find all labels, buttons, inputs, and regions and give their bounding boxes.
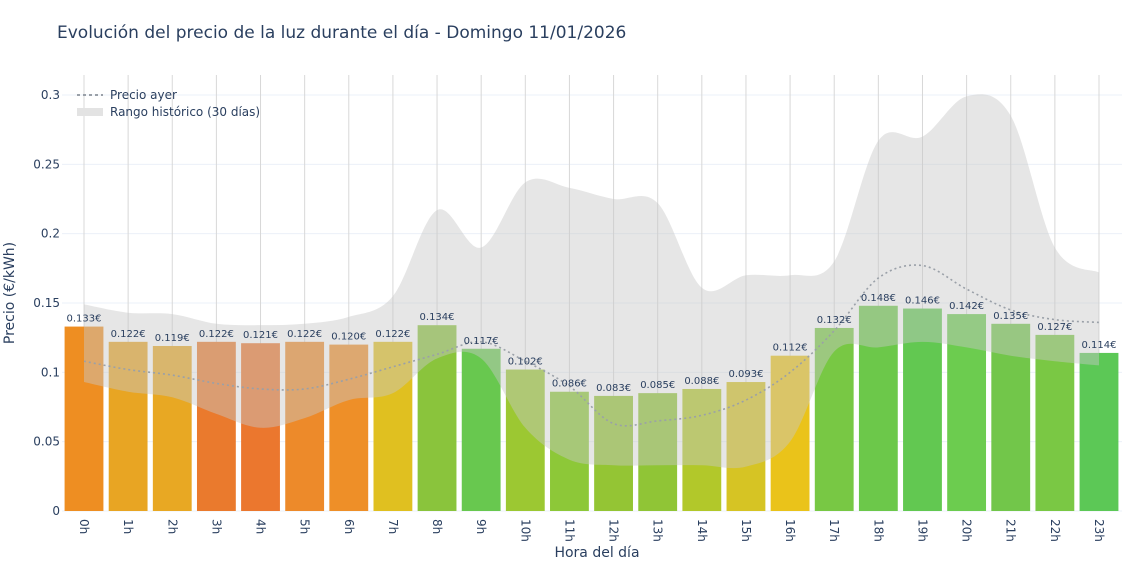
- bar-data-label: 0.119€: [155, 333, 190, 344]
- y-tick-label: 0.1: [41, 365, 60, 379]
- price-bar: [947, 314, 987, 511]
- price-bar: [64, 326, 104, 511]
- y-tick-label: 0.2: [41, 227, 60, 241]
- y-tick-label: 0.05: [33, 435, 60, 449]
- bar-data-label: 0.122€: [199, 329, 234, 340]
- x-tick-label: 7h: [386, 519, 400, 534]
- bar-data-label: 0.121€: [243, 330, 278, 341]
- bar-data-label: 0.142€: [949, 301, 984, 312]
- price-bar: [241, 343, 280, 511]
- y-tick-label: 0.3: [41, 88, 60, 102]
- price-bar: [638, 393, 678, 511]
- price-bar: [417, 325, 457, 511]
- price-bar: [108, 341, 148, 511]
- price-bar: [505, 369, 545, 511]
- bar-data-label: 0.134€: [420, 312, 455, 323]
- price-bar: [461, 348, 501, 511]
- bar-data-label: 0.085€: [640, 380, 675, 391]
- x-tick-label: 9h: [474, 519, 488, 534]
- yesterday-price-line: [83, 264, 1100, 427]
- bar-data-label: 0.120€: [331, 332, 366, 343]
- y-tick-label: 0.25: [33, 157, 60, 171]
- price-bar: [903, 308, 942, 511]
- price-bar: [329, 344, 369, 511]
- price-bar: [814, 327, 854, 511]
- chart-title: Evolución del precio de la luz durante e…: [57, 23, 626, 43]
- bar-data-label: 0.088€: [684, 376, 719, 387]
- y-tick-label: 0: [52, 504, 60, 518]
- price-bar: [594, 395, 633, 511]
- bar-data-label: 0.083€: [596, 383, 631, 394]
- y-tick-label: 0.15: [33, 296, 60, 310]
- bar-data-label: 0.122€: [287, 329, 322, 340]
- x-tick-label: 5h: [298, 519, 312, 534]
- x-tick-label: 3h: [209, 519, 223, 534]
- price-bar: [682, 388, 722, 511]
- x-tick-label: 16h: [783, 519, 797, 542]
- bar-data-label: 0.127€: [1037, 322, 1072, 333]
- x-tick-label: 15h: [739, 519, 753, 542]
- x-tick-label: 1h: [121, 519, 135, 534]
- legend-band-swatch: [77, 108, 103, 116]
- price-bar: [726, 382, 766, 511]
- bar-data-label: 0.112€: [773, 343, 808, 354]
- x-tick-label: 17h: [827, 519, 841, 542]
- x-tick-label: 11h: [562, 519, 576, 542]
- x-tick-label: 0h: [77, 519, 91, 534]
- x-tick-label: 22h: [1048, 519, 1062, 542]
- price-bar: [1035, 334, 1075, 511]
- price-bar: [285, 341, 325, 511]
- price-bar: [196, 341, 236, 511]
- bar-data-label: 0.135€: [993, 311, 1028, 322]
- x-tick-label: 23h: [1092, 519, 1106, 542]
- bar-data-label: 0.114€: [1082, 340, 1117, 351]
- legend[interactable]: Precio ayer Rango histórico (30 días): [77, 88, 260, 119]
- x-tick-label: 21h: [1004, 519, 1018, 542]
- x-tick-label: 18h: [871, 519, 885, 542]
- x-tick-label: 2h: [165, 519, 179, 534]
- x-tick-label: 6h: [342, 519, 356, 534]
- x-tick-label: 20h: [960, 519, 974, 542]
- bar-data-label: 0.102€: [508, 357, 543, 368]
- historical-range-band: [84, 94, 1099, 469]
- price-bar: [550, 391, 589, 511]
- x-tick-label: 12h: [607, 519, 621, 542]
- legend-item-yesterday[interactable]: Precio ayer: [110, 88, 177, 102]
- bar-data-label: 0.117€: [464, 336, 499, 347]
- x-tick-label: 4h: [254, 519, 268, 534]
- x-tick-label: 19h: [915, 519, 929, 542]
- x-tick-label: 10h: [518, 519, 532, 542]
- bar-data-label: 0.132€: [817, 315, 852, 326]
- price-bar: [858, 305, 898, 511]
- bar-data-label: 0.086€: [552, 379, 587, 390]
- price-bar: [991, 323, 1031, 511]
- x-tick-label: 13h: [651, 519, 665, 542]
- bar-data-label: 0.122€: [375, 329, 410, 340]
- legend-item-range[interactable]: Rango histórico (30 días): [110, 105, 260, 119]
- x-tick-label: 8h: [430, 519, 444, 534]
- bar-data-label: 0.133€: [67, 314, 102, 325]
- price-bar: [1079, 352, 1119, 511]
- bar-data-label: 0.146€: [905, 296, 940, 307]
- x-axis-title: Hora del día: [554, 545, 639, 561]
- bar-data-label: 0.148€: [861, 293, 896, 304]
- y-axis-title: Precio (€/kWh): [2, 242, 18, 344]
- x-tick-label: 14h: [695, 519, 709, 542]
- bar-data-label: 0.093€: [728, 369, 763, 380]
- bar-data-label: 0.122€: [111, 329, 146, 340]
